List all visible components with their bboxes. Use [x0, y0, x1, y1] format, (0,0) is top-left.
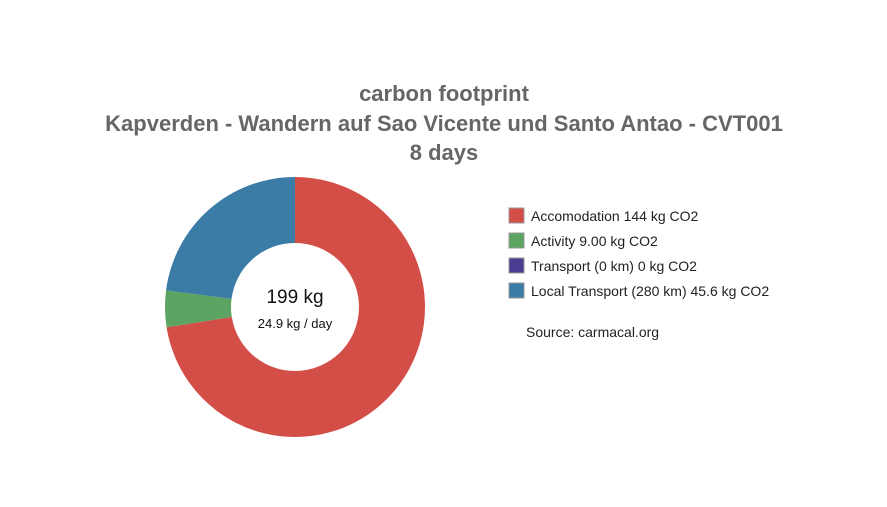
- center-per-day-label: 24.9 kg / day: [258, 316, 333, 331]
- chart-title-line-3: 8 days: [410, 140, 479, 165]
- legend-label[interactable]: Transport (0 km) 0 kg CO2: [531, 258, 697, 274]
- legend-label[interactable]: Accomodation 144 kg CO2: [531, 208, 699, 224]
- chart-title-line-2: Kapverden - Wandern auf Sao Vicente und …: [105, 111, 783, 136]
- source-label: Source: carmacal.org: [526, 324, 659, 340]
- center-total-label: 199 kg: [266, 287, 323, 308]
- legend-label[interactable]: Local Transport (280 km) 45.6 kg CO2: [531, 283, 769, 299]
- legend-label[interactable]: Activity 9.00 kg CO2: [531, 233, 658, 249]
- chart-title-line-1: carbon footprint: [359, 81, 530, 106]
- donut-slices: [165, 177, 425, 437]
- slice-activity[interactable]: [165, 290, 232, 328]
- legend: Accomodation 144 kg CO2 Activity 9.00 kg …: [508, 207, 769, 299]
- slice-local-transport[interactable]: [166, 177, 295, 299]
- legend-swatch[interactable]: [508, 232, 525, 249]
- slice-accomodation[interactable]: [166, 177, 425, 437]
- legend-swatch[interactable]: [508, 257, 525, 274]
- legend-swatch[interactable]: [508, 282, 525, 299]
- legend-swatch[interactable]: [508, 207, 525, 224]
